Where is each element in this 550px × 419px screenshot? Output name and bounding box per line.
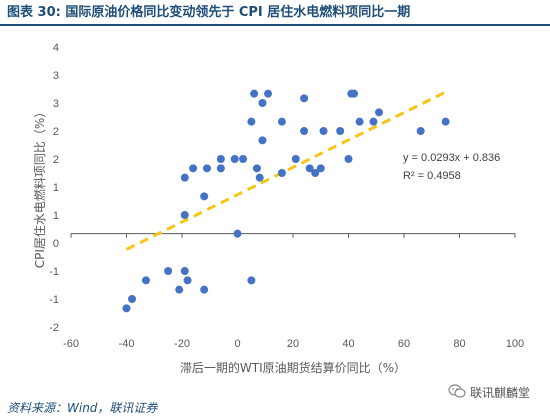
y-tick-label: -1 xyxy=(49,294,59,306)
data-point xyxy=(369,117,378,126)
data-point xyxy=(252,164,261,173)
watermark: 联讯麒麟堂 xyxy=(448,384,530,401)
y-axis-label: CPI居住水电燃料项同比（%） xyxy=(32,106,47,269)
data-point xyxy=(305,164,314,173)
trendline-r-squared: R² = 0.4958 xyxy=(403,170,461,182)
chart-axes xyxy=(70,233,516,238)
data-point xyxy=(180,173,189,182)
data-point xyxy=(344,155,353,163)
y-tick-label: 1 xyxy=(53,210,59,222)
data-point xyxy=(416,127,425,135)
y-tick-label: 1 xyxy=(53,182,59,194)
data-point xyxy=(164,267,173,275)
data-point xyxy=(311,169,320,177)
title-divider xyxy=(0,24,550,26)
data-point xyxy=(300,94,309,103)
data-point xyxy=(255,173,264,182)
figure-title: 图表 30: 国际原油价格同比变动领先于 CPI 居住水电燃料项同比一期 xyxy=(7,5,411,20)
x-tick-label: 20 xyxy=(287,338,299,350)
data-point xyxy=(180,267,189,275)
data-point xyxy=(202,164,211,173)
data-point xyxy=(258,99,267,107)
x-tick-label: -60 xyxy=(63,338,79,350)
data-point xyxy=(216,164,225,173)
y-tick-labels: -2 -1 -1 0 1 1 2 2 3 3 4 xyxy=(49,42,59,334)
data-point xyxy=(189,164,198,173)
trendline-layer xyxy=(125,90,447,251)
data-point xyxy=(300,127,309,135)
data-point xyxy=(200,192,209,201)
data-point xyxy=(239,155,248,163)
trendline-equation: y = 0.0293x + 0.836 xyxy=(403,152,500,164)
data-point xyxy=(180,211,189,219)
data-point xyxy=(247,276,256,285)
y-tick-label: 3 xyxy=(53,70,59,82)
y-tick-label: 2 xyxy=(53,154,59,166)
data-points xyxy=(122,89,450,313)
data-point xyxy=(336,127,345,135)
wechat-icon xyxy=(448,384,466,401)
data-point xyxy=(233,229,242,238)
x-tick-label: 60 xyxy=(398,338,410,350)
data-point xyxy=(141,276,150,285)
x-tick-label: 80 xyxy=(453,338,465,350)
data-point xyxy=(183,276,192,285)
y-tick-label: 3 xyxy=(53,98,59,110)
y-tick-label: -1 xyxy=(49,266,59,278)
data-point xyxy=(264,89,273,98)
data-point xyxy=(277,169,286,177)
watermark-label: 联讯麒麟堂 xyxy=(470,386,531,400)
data-point xyxy=(175,285,184,294)
x-tick-label: -40 xyxy=(119,338,135,350)
data-point xyxy=(291,155,300,163)
y-tick-label: 0 xyxy=(53,238,59,250)
data-point xyxy=(355,117,364,126)
source-note: 资料来源：Wind，联讯证券 xyxy=(7,401,158,415)
trendline xyxy=(125,90,447,251)
data-point xyxy=(230,155,239,163)
data-point xyxy=(122,304,131,313)
data-point xyxy=(200,285,209,294)
data-point xyxy=(375,108,384,117)
x-tick-label: 0 xyxy=(234,338,240,350)
x-axis-label: 滞后一期的WTI原油期货结算价同比（%） xyxy=(180,360,406,375)
data-point xyxy=(277,117,286,126)
y-tick-label: -2 xyxy=(49,322,59,334)
data-point xyxy=(216,155,225,163)
data-point xyxy=(319,127,328,135)
x-tick-labels: -60 -40 -20 0 20 40 60 80 100 xyxy=(63,338,524,350)
data-point xyxy=(350,89,359,98)
x-tick-label: 100 xyxy=(506,338,524,350)
data-point xyxy=(258,136,267,145)
data-point xyxy=(441,117,450,126)
data-point xyxy=(250,89,259,98)
y-tick-label: 4 xyxy=(53,42,59,54)
data-point xyxy=(247,117,256,126)
y-tick-label: 2 xyxy=(53,126,59,138)
data-point xyxy=(128,295,137,303)
x-tick-label: -20 xyxy=(174,338,190,350)
data-point xyxy=(316,164,325,173)
x-tick-label: 40 xyxy=(342,338,354,350)
